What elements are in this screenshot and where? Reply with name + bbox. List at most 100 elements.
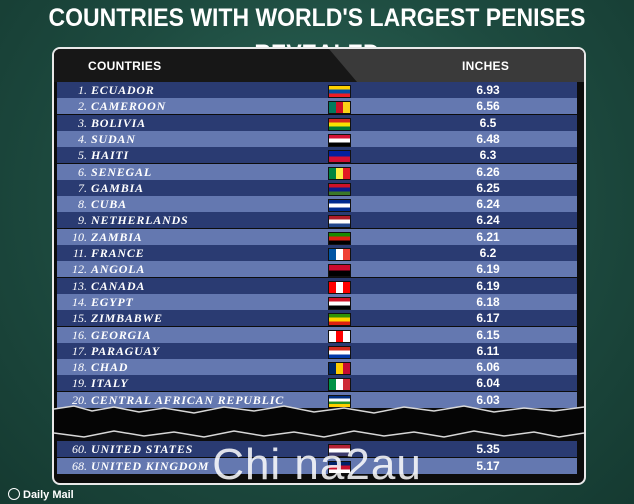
table-row: 6. SENEGAL 6.26 [57,163,577,180]
row-value: 6.04 [476,376,500,391]
row-country: CANADA [91,278,146,293]
table-row: 17. PARAGUAY 6.11 [57,342,577,359]
row-country: CUBA [91,197,127,212]
table-row: 68. UNITED KINGDOM 5.17 [57,457,577,474]
table-row: 12. ANGOLA 6.19 [57,261,577,278]
row-rank: 1. [78,83,87,97]
row-rank: 14. [72,294,87,309]
row-value: 6.48 [476,131,500,146]
header-inches: INCHES [462,59,510,73]
row-rank: 13. [72,278,87,293]
flag-icon [328,329,351,343]
flag-icon [328,280,351,294]
flag-icon [328,166,351,180]
row-rank: 19. [72,376,87,391]
row-rank: 2. [78,99,87,114]
row-value: 6.5 [479,115,497,130]
flag-icon [328,460,351,474]
row-country: NETHERLANDS [91,213,189,228]
table-row: 7. GAMBIA 6.25 [57,179,577,196]
row-value: 6.19 [476,278,500,293]
row-rank: 7. [78,180,87,195]
torn-paper-divider [54,405,584,438]
header-accent [329,49,584,82]
row-country: SUDAN [91,131,136,146]
flag-icon [328,150,351,164]
row-country: CHAD [91,360,129,375]
table-row: 15. ZIMBABWE 6.17 [57,310,577,327]
row-value: 6.19 [476,262,500,277]
table-row: 3. BOLIVIA 6.5 [57,114,577,131]
flag-icon [328,345,351,359]
table-row: 8. CUBA 6.24 [57,196,577,213]
row-value: 6.26 [476,164,500,179]
table-row: 9. NETHERLANDS 6.24 [57,212,577,229]
table-row: 19. ITALY 6.04 [57,375,577,392]
row-country: ZIMBABWE [91,311,163,326]
flag-icon [328,444,351,457]
row-country: EGYPT [91,294,134,309]
table-row: 5. HAITI 6.3 [57,147,577,164]
row-rank: 10. [72,229,87,244]
row-rank: 8. [78,197,87,212]
row-rank: 6. [78,164,87,179]
table-row: 13. CANADA 6.19 [57,277,577,294]
ranking-table: COUNTRIES INCHES 1. ECUADOR 6.93 2. CAMEROON… [52,47,586,485]
row-value: 6.24 [476,197,500,212]
flag-icon [328,362,351,376]
flag-icon [328,101,351,115]
row-value: 6.18 [476,294,500,309]
row-value: 6.24 [476,213,500,228]
table-row: 1. ECUADOR 6.93 [57,82,577,98]
row-country: ANGOLA [91,262,146,277]
row-country: UNITED STATES [91,442,194,456]
row-country: FRANCE [91,246,145,260]
row-value: 5.17 [476,458,500,473]
flag-icon [328,215,351,229]
table-row: 10. ZAMBIA 6.21 [57,228,577,245]
row-country: GAMBIA [91,180,144,195]
row-country: ZAMBIA [91,229,143,244]
row-rank: 68. [72,458,87,473]
row-country: BOLIVIA [91,115,146,130]
row-value: 6.03 [476,392,500,407]
row-rank: 5. [78,148,87,163]
flag-icon [328,313,351,327]
row-rank: 60. [72,442,87,456]
flag-icon [328,133,351,147]
table-header: COUNTRIES INCHES [54,49,584,82]
row-rank: 17. [72,343,87,358]
row-rank: 18. [72,360,87,375]
row-rank: 3. [78,115,87,130]
row-value: 6.21 [476,229,500,244]
row-country: ECUADOR [91,83,155,97]
flag-icon [328,378,351,392]
row-country: ITALY [91,376,129,391]
flag-icon [328,296,351,310]
source-logo: Daily Mail [8,488,74,501]
row-value: 6.3 [479,148,497,163]
row-value: 6.06 [476,360,500,375]
flag-icon [328,394,351,408]
flag-icon [328,85,351,98]
flag-icon [328,117,351,131]
row-country: CAMEROON [91,99,167,114]
row-value: 6.2 [479,246,497,260]
row-value: 6.17 [476,311,500,326]
row-value: 6.11 [476,343,500,358]
row-country: GEORGIA [91,327,152,342]
row-rank: 12. [72,262,87,277]
table-row: 60. UNITED STATES 5.35 [57,441,577,457]
row-rank: 20. [72,392,87,407]
row-rank: 11. [72,246,87,260]
row-value: 5.35 [476,442,500,456]
row-rank: 4. [78,131,87,146]
header-countries: COUNTRIES [88,59,162,73]
table-row: 20. CENTRAL AFRICAN REPUBLIC 6.03 [57,391,577,408]
row-rank: 9. [78,213,87,228]
watermark: Chi na2au [212,440,422,489]
flag-icon [328,182,351,196]
row-country: SENEGAL [91,164,152,179]
table-row: 14. EGYPT 6.18 [57,293,577,310]
row-country: UNITED KINGDOM [91,458,210,473]
